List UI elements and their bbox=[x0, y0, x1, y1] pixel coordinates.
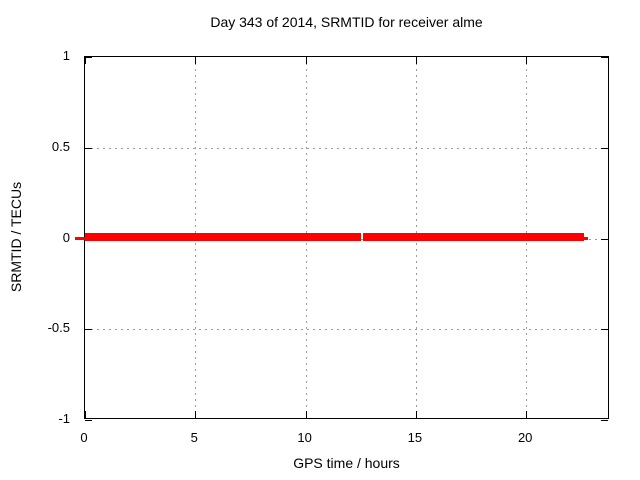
y-tick-right bbox=[601, 57, 608, 58]
data-line-thin-dash bbox=[75, 237, 85, 240]
x-tick-top bbox=[195, 57, 197, 64]
x-tick-label: 10 bbox=[297, 430, 312, 445]
y-tick-right bbox=[601, 420, 608, 421]
y-tick-label: 1 bbox=[62, 48, 70, 63]
x-tick-bottom bbox=[85, 411, 86, 418]
y-tick-right bbox=[601, 329, 608, 331]
y-tick-label: 0 bbox=[62, 229, 70, 245]
plot-area bbox=[75, 56, 609, 421]
x-tick-bottom bbox=[526, 411, 528, 418]
x-tick-bottom bbox=[195, 411, 197, 418]
y-tick-label: -1 bbox=[58, 411, 70, 426]
y-tick-label: -0.5 bbox=[47, 320, 70, 336]
y-tick-right bbox=[601, 238, 608, 240]
data-line-segment bbox=[362, 233, 584, 241]
x-tick-top bbox=[415, 57, 417, 64]
x-tick-label: 15 bbox=[407, 430, 423, 445]
x-tick-top bbox=[85, 57, 86, 64]
data-line-thin-dash bbox=[583, 237, 589, 240]
y-tick-left bbox=[85, 147, 92, 149]
y-tick-left bbox=[85, 57, 92, 58]
y-tick-right bbox=[601, 147, 608, 149]
x-tick-top bbox=[526, 57, 528, 64]
x-tick-label: 20 bbox=[517, 430, 533, 445]
x-tick-top bbox=[305, 57, 307, 64]
x-axis-label: GPS time / hours bbox=[293, 455, 400, 471]
y-tick-left bbox=[85, 420, 92, 421]
x-tick-label: 5 bbox=[190, 430, 198, 445]
data-line-segment bbox=[85, 233, 361, 241]
y-tick-left bbox=[85, 329, 92, 331]
x-tick-bottom bbox=[415, 411, 417, 418]
chart-title: Day 343 of 2014, SRMTID for receiver alm… bbox=[210, 14, 483, 30]
y-gridline bbox=[85, 147, 608, 149]
x-tick-label: 0 bbox=[80, 430, 88, 445]
x-tick-bottom bbox=[305, 411, 307, 418]
y-gridline bbox=[85, 329, 608, 331]
y-tick-label: 0.5 bbox=[51, 138, 70, 154]
